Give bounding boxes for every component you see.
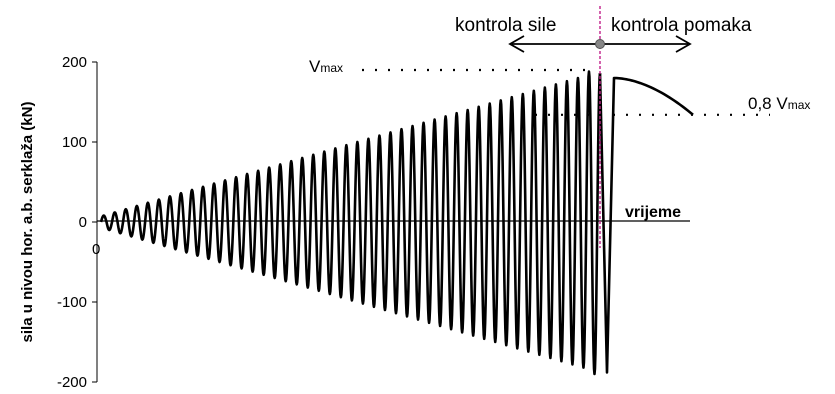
x-origin-label: 0 xyxy=(92,241,100,258)
v08-label-sub: max xyxy=(788,98,811,112)
force-control-label: kontrola sile xyxy=(455,15,556,36)
y-tick-label: 200 xyxy=(62,54,87,71)
y-tick-label: -100 xyxy=(57,294,87,311)
cyclic-series-line xyxy=(99,70,602,376)
vmax-label-prefix: V xyxy=(309,57,321,76)
divider-marker-dot xyxy=(595,39,605,49)
y-ticks: 200 100 0 -100 -200 xyxy=(57,54,97,391)
v08-label: 0,8 Vmax xyxy=(748,94,810,113)
y-tick-label: 100 xyxy=(62,134,87,151)
x-axis-label: vrijeme xyxy=(625,204,681,221)
displacement-control-label: kontrola pomaka xyxy=(611,15,752,36)
vmax-label-sub: max xyxy=(320,61,343,75)
post-peak-series-line xyxy=(598,73,694,374)
y-axis-label: sila u nivou hor. a.b. serklaža (kN) xyxy=(19,102,36,343)
y-tick-label: 0 xyxy=(79,214,87,231)
vmax-label: Vmax xyxy=(309,57,343,76)
y-tick-label: -200 xyxy=(57,374,87,391)
v08-label-prefix: 0,8 V xyxy=(748,94,788,113)
